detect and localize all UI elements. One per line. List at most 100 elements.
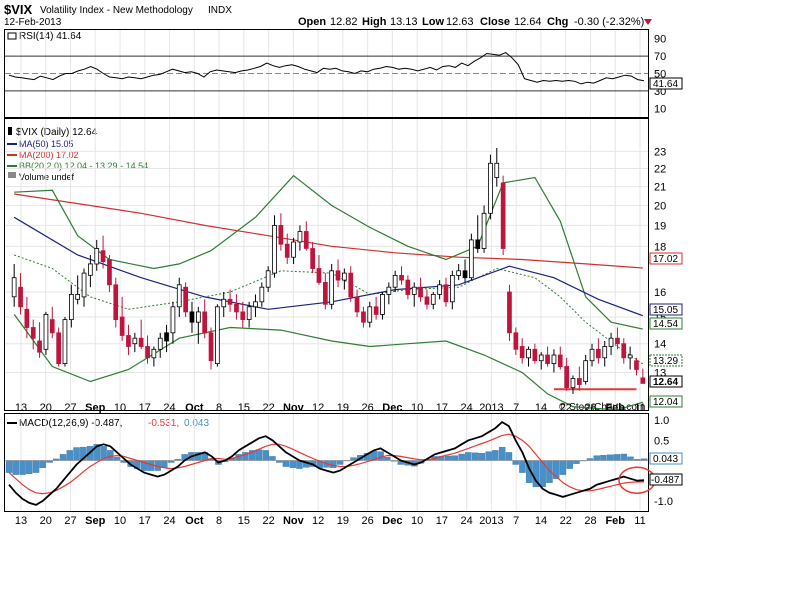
bb-mid-tag-box — [649, 354, 683, 367]
candle-body — [545, 354, 550, 365]
candle-body — [88, 263, 93, 276]
candle-body — [634, 360, 639, 370]
candle-body — [430, 293, 436, 305]
macd-hist-bar — [262, 450, 269, 461]
macd-hist-bar — [458, 453, 465, 461]
price-x-tick-label: 27 — [64, 402, 76, 414]
candle-body — [513, 332, 519, 350]
price-x-tick-label: Dec — [382, 402, 402, 414]
macd-hist-bar — [620, 453, 627, 461]
candle-body — [151, 348, 157, 359]
candle-body — [411, 286, 417, 295]
macd-hist-bar — [269, 456, 276, 461]
candle-body — [119, 316, 125, 336]
price-y-tick-label: 19 — [654, 220, 666, 232]
macd-hist-bar — [607, 454, 614, 461]
candle-body — [500, 182, 506, 249]
price-x-tick-label: 22 — [560, 402, 572, 414]
macd-tag: -0.487 — [651, 475, 680, 486]
bb-upper-tag-box — [649, 317, 683, 330]
macd-x-tick-label: 24 — [461, 515, 473, 527]
chg-label: Chg — [547, 16, 568, 28]
macd-x-tick-label: 12 — [312, 515, 324, 527]
macd-hist-tag: 0.043 — [653, 454, 678, 465]
macd-hist-bar — [573, 460, 580, 464]
macd-hist-bar — [336, 460, 344, 465]
price-legend-swatch — [8, 127, 12, 135]
ma200-line — [14, 193, 643, 269]
price-x-tick-label: 7 — [513, 402, 519, 414]
candle-body — [284, 243, 290, 258]
candle-body — [488, 162, 493, 214]
price-x-tick-label: 19 — [337, 402, 349, 414]
price-x-tick-label: 13 — [15, 402, 27, 414]
macd-y-tick-label: 1.0 — [654, 415, 669, 427]
candle-body — [100, 250, 106, 263]
macd-x-tick-label: 11 — [634, 515, 645, 527]
candle-body — [132, 337, 138, 345]
macd-y-tick-label: -1.0 — [654, 496, 673, 508]
candle-body — [373, 306, 379, 315]
candle-body — [456, 270, 462, 276]
macd-hist-bar — [498, 446, 506, 461]
candle-body — [49, 319, 55, 334]
macd-x-tick-label: 26 — [362, 515, 374, 527]
candle-body — [18, 286, 23, 308]
ma50-legend: MA(50) 15.05 — [19, 139, 74, 149]
close-label: Close — [480, 16, 510, 28]
candle-body — [164, 332, 169, 342]
macd-hist-bar — [512, 460, 519, 465]
candle-body — [316, 268, 322, 283]
candle-body — [392, 274, 398, 288]
macd-hist-bar — [451, 455, 459, 461]
ma50-line — [13, 216, 644, 317]
macd-hist-bar — [39, 460, 46, 468]
candle-body — [380, 293, 385, 315]
rsi-y-tick-label: 10 — [654, 103, 666, 115]
candle-body — [189, 311, 195, 323]
candle-body — [221, 298, 227, 308]
rsi-legend-swatch — [7, 32, 17, 40]
macd-x-tick-label: 20 — [40, 515, 52, 527]
candle-body — [227, 298, 233, 305]
ma200-tag-box — [649, 252, 683, 265]
down-arrow-icon — [644, 19, 652, 25]
macd-hist-bar — [613, 454, 621, 461]
candle-body — [145, 346, 150, 359]
macd-legend-signal: -0.531, — [148, 418, 179, 429]
macd-x-tick-label: 22 — [262, 515, 274, 527]
price-y-tick-label: 14 — [654, 339, 666, 351]
candle-body — [176, 284, 182, 308]
candle-body — [399, 274, 404, 281]
candle-body — [481, 212, 487, 249]
price-y-tick-label: 22 — [654, 164, 666, 176]
macd-hist-bar — [377, 451, 384, 461]
candle-body — [564, 366, 570, 389]
candle-body — [272, 224, 277, 274]
candle-body — [246, 306, 252, 320]
candle-body — [81, 272, 87, 298]
price-x-tick-label: 12 — [312, 402, 324, 414]
volume-legend-swatch — [8, 172, 16, 178]
candle-body — [424, 296, 430, 305]
price-legend: $VIX (Daily) 12.64 — [16, 127, 98, 138]
candle-body — [418, 286, 423, 298]
candle-body — [62, 319, 68, 365]
candle-body — [437, 284, 443, 295]
macd-x-tick-label: 22 — [560, 515, 572, 527]
macd-tag-box — [649, 473, 683, 486]
macd-x-tick-label: Dec — [382, 515, 402, 527]
macd-x-tick-label: 14 — [535, 515, 547, 527]
candle-body — [329, 270, 335, 305]
ma50-tag: 15.05 — [653, 305, 678, 316]
credit: © StockCharts.com — [559, 402, 645, 413]
candle-body — [278, 224, 284, 245]
candle-body — [259, 286, 265, 303]
price-x-tick-label: 8 — [216, 402, 222, 414]
low-label: Low — [422, 16, 444, 28]
macd-x-tick-label: 17 — [436, 515, 448, 527]
macd-hist-bar — [478, 453, 486, 461]
macd-hist-bar — [627, 456, 634, 461]
macd-x-tick-label: 10 — [411, 515, 423, 527]
candle-body — [443, 284, 449, 303]
